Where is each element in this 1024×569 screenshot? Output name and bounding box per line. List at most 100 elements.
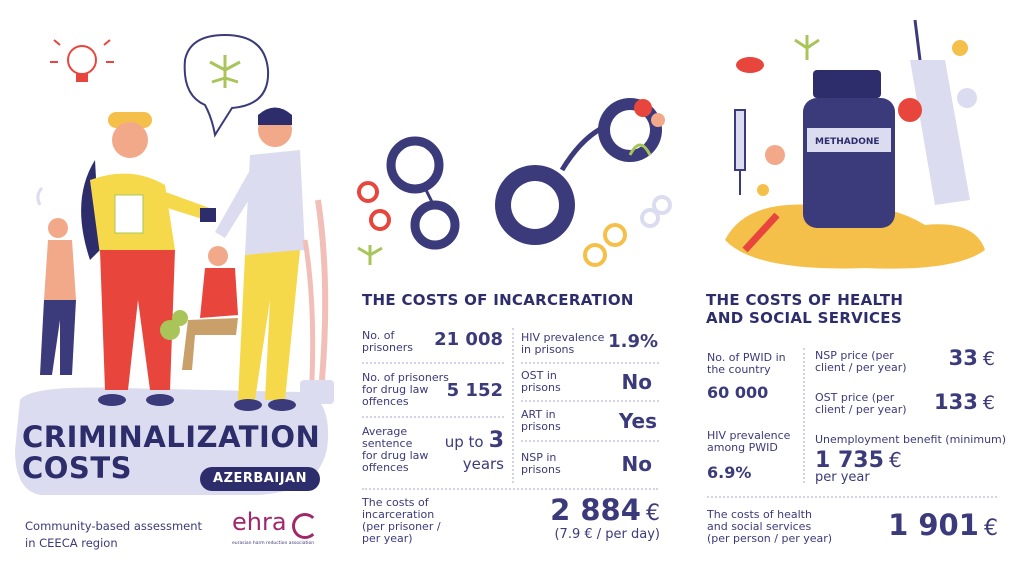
- hiv-prisons-label-line-2: in prisons: [521, 343, 575, 356]
- unemployment-label: Unemployment benefit (minimum): [815, 433, 1007, 446]
- speech-bubble-icon: [183, 33, 270, 138]
- incarceration-cost-currency: €: [646, 501, 660, 526]
- ost-price-label-line-1: OST price (per: [815, 391, 895, 404]
- sitting-man-figure: [160, 246, 238, 370]
- hiv-pwid-label-line-1: HIV prevalence: [707, 429, 791, 442]
- hiv-prisons-label: HIV prevalence in prisons: [521, 332, 604, 356]
- hiv-pwid-label-line-2: among PWID: [707, 441, 778, 454]
- leaf-icon: [794, 35, 820, 60]
- title-line-2: COSTS: [22, 451, 132, 485]
- ehra-logo: ehra eurasian harm reduction association: [232, 508, 332, 553]
- page-title: CRIMINALIZATION COSTS: [22, 422, 320, 484]
- divider: [362, 362, 504, 364]
- incarceration-cost-label-line-4: per year): [362, 532, 413, 545]
- pills-icon: [736, 40, 977, 196]
- incarceration-cost-label-line-3: (per prisoner /: [362, 520, 441, 533]
- flower-icon: [765, 98, 922, 165]
- sentence-label-line-4: offences: [362, 461, 409, 474]
- art-prisons-label: ART in prisons: [521, 409, 561, 433]
- art-prisons-label-line-1: ART in: [521, 408, 556, 421]
- prisoners-label: No. of prisoners: [362, 330, 413, 354]
- vertical-divider: [803, 348, 805, 483]
- logo-subtitle: eurasian harm reduction association: [232, 541, 315, 546]
- hiv-prisons-label-line-1: HIV prevalence: [521, 331, 605, 344]
- art-prisons-label-line-2: prisons: [521, 420, 561, 433]
- left-illustration: [0, 0, 340, 500]
- unemployment-sub: per year: [815, 470, 870, 485]
- country-label: AZERBAIJAN: [213, 471, 307, 486]
- sentence-number: 3: [488, 428, 504, 453]
- incarceration-cost-label: The costs of incarceration (per prisoner…: [362, 497, 441, 545]
- divider: [521, 400, 659, 402]
- syringe-small-icon: [734, 109, 746, 195]
- country-badge: AZERBAIJAN: [200, 467, 320, 491]
- drug-prisoners-label-line-1: No. of prisoners: [362, 371, 449, 384]
- large-handcuffs-icon: [495, 98, 662, 245]
- smoking-man-figure: [36, 186, 76, 375]
- unemployment-value: 1 735 € per year: [815, 448, 902, 485]
- incarceration-heading: THE COSTS OF INCARCERATION: [362, 291, 634, 309]
- ost-prisons-value: No: [621, 370, 652, 394]
- hiv-pwid-label: HIV prevalence among PWID: [707, 430, 790, 454]
- sentence-label-line-2: sentence: [362, 437, 413, 450]
- ost-prisons-label-line-2: prisons: [521, 381, 561, 394]
- nsp-price-currency: €: [982, 348, 995, 370]
- title-line-1: CRIMINALIZATION: [22, 420, 321, 454]
- health-cost-label-line-1: The costs of health: [707, 508, 812, 521]
- art-prisons-value: Yes: [618, 409, 657, 433]
- divider: [707, 496, 997, 498]
- methadone-label: METHADONE: [815, 137, 880, 147]
- unemployment-currency: €: [888, 448, 902, 472]
- health-cost-label: The costs of health and social services …: [707, 509, 832, 545]
- ost-price-number: 133: [933, 390, 978, 414]
- sentence-value: up to 3 years: [440, 428, 504, 473]
- syringe-large-icon: [910, 19, 970, 205]
- nsp-price-value: 33 €: [910, 346, 995, 370]
- nsp-prisons-value: No: [621, 452, 652, 476]
- pwid-label-line-2: the country: [707, 363, 771, 376]
- footer-line-1: Community-based assessment: [25, 519, 203, 533]
- nsp-prisons-label-line-1: NSP in: [521, 451, 557, 464]
- lightbulb-icon: [50, 39, 114, 82]
- footer-line-2: in CEECA region: [25, 536, 118, 550]
- handcuffs-yellow-icon: [583, 223, 627, 267]
- health-cost-label-line-3: (per person / per year): [707, 532, 833, 545]
- ost-prisons-label-line-1: OST in: [521, 369, 557, 382]
- pwid-label-line-1: No. of PWID in: [707, 351, 786, 364]
- logo-circle-icon: [292, 513, 318, 539]
- sentence-label: Average sentence for drug law offences: [362, 426, 428, 474]
- plant-icon: [300, 199, 334, 404]
- drug-prisoners-label: No. of prisoners for drug law offences: [362, 372, 449, 408]
- handcuffs-light-icon: [640, 195, 672, 228]
- divider: [521, 440, 659, 442]
- sentence-prefix: up to: [444, 433, 484, 451]
- cannabis-leaf-icon: [357, 245, 383, 265]
- incarceration-cost-label-line-2: incarceration: [362, 508, 435, 521]
- syringe-pink-icon: [742, 212, 780, 253]
- nsp-price-number: 33: [948, 346, 978, 370]
- pwid-label: No. of PWID in the country: [707, 352, 786, 376]
- ost-price-label-line-2: client / per year): [815, 403, 907, 416]
- methadone-bottle-icon: METHADONE: [803, 70, 895, 228]
- man-figure: [200, 107, 305, 411]
- drug-prisoners-label-line-3: offences: [362, 395, 409, 408]
- divider: [521, 362, 659, 364]
- incarceration-cost-label-line-1: The costs of: [362, 496, 429, 509]
- divider: [362, 488, 658, 490]
- logo-text: ehra: [232, 508, 287, 536]
- nsp-price-label: NSP price (per client / per year): [815, 350, 907, 374]
- ost-prisons-label: OST in prisons: [521, 370, 561, 394]
- divider: [362, 416, 504, 418]
- sentence-label-line-3: for drug law: [362, 449, 429, 462]
- health-heading-line-2: AND SOCIAL SERVICES: [706, 309, 902, 327]
- prisoners-label-line-2: prisoners: [362, 341, 414, 354]
- incarceration-cost-value: 2 884 € (7.9 € / per day): [500, 493, 660, 542]
- prisoners-value: 21 008: [434, 329, 503, 350]
- handcuffs-small-icon: [357, 181, 391, 231]
- health-heading: THE COSTS OF HEALTH AND SOCIAL SERVICES: [706, 291, 903, 327]
- unemployment-number: 1 735: [815, 448, 884, 473]
- methadone-illustration: METHADONE: [715, 10, 1015, 280]
- health-heading-line-1: THE COSTS OF HEALTH: [706, 291, 904, 309]
- drug-prisoners-label-line-2: for drug law: [362, 383, 429, 396]
- drug-prisoners-value: 5 152: [446, 380, 503, 401]
